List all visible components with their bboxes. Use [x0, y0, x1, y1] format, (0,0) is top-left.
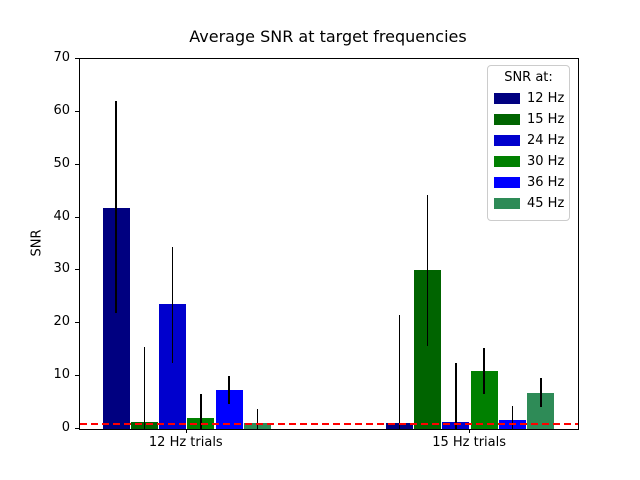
error-bar	[483, 347, 486, 394]
y-tick-mark	[75, 163, 79, 165]
error-bar	[540, 377, 542, 407]
legend-entry: 24 Hz	[494, 130, 565, 151]
y-tick-label: 10	[53, 367, 70, 383]
y-tick-mark	[75, 269, 79, 271]
error-bar	[228, 376, 231, 405]
y-tick-label: 20	[53, 314, 70, 330]
x-tick-mark	[185, 429, 187, 433]
legend-swatch	[494, 135, 520, 146]
legend-swatch	[494, 156, 520, 167]
legend-entry: 45 Hz	[494, 193, 565, 214]
legend-entry: 36 Hz	[494, 172, 565, 193]
error-bar	[171, 246, 174, 363]
legend-label: 36 Hz	[527, 175, 565, 190]
legend-swatch	[494, 198, 520, 209]
threshold-line	[80, 422, 578, 425]
legend-label: 24 Hz	[527, 133, 565, 148]
legend-label: 12 Hz	[527, 91, 565, 106]
legend-entry: 15 Hz	[494, 109, 565, 130]
error-bar	[511, 405, 514, 429]
x-tick-label: 12 Hz trials	[148, 435, 223, 450]
y-axis-label: SNR	[29, 229, 45, 257]
y-tick-label: 40	[53, 208, 70, 224]
legend-swatch	[494, 114, 520, 125]
x-tick-label: 15 Hz trials	[432, 435, 506, 450]
error-bar	[455, 362, 457, 429]
error-bar	[426, 194, 429, 346]
error-bar	[115, 101, 117, 313]
y-tick-mark	[75, 216, 79, 218]
legend-entry: 12 Hz	[494, 88, 565, 109]
y-tick-mark	[75, 428, 79, 429]
y-tick-mark	[75, 375, 79, 377]
y-tick-label: 70	[53, 50, 70, 65]
legend-title: SNR at:	[504, 70, 553, 85]
error-bar	[143, 347, 146, 429]
error-bar	[398, 314, 401, 429]
y-tick-mark	[75, 58, 79, 59]
error-bar	[256, 408, 259, 429]
legend-label: 15 Hz	[527, 112, 565, 127]
y-tick-mark	[75, 322, 79, 324]
legend-swatch	[494, 93, 520, 104]
legend-entry: 30 Hz	[494, 151, 565, 172]
x-tick-mark	[469, 429, 471, 433]
error-bar	[200, 394, 202, 429]
chart-title: Average SNR at target frequencies	[189, 27, 467, 46]
legend-label: 30 Hz	[527, 154, 565, 169]
y-tick-mark	[75, 110, 79, 112]
y-tick-label: 30	[53, 261, 70, 277]
legend-swatch	[494, 177, 520, 188]
y-tick-label: 50	[53, 155, 70, 171]
plot-area	[79, 58, 579, 430]
legend-label: 45 Hz	[527, 196, 565, 211]
legend-entries: 12 Hz 15 Hz 24 Hz 30 Hz 36 Hz 45 Hz	[494, 88, 565, 214]
legend: SNR at: 12 Hz 15 Hz 24 Hz 30 Hz 36 Hz 45 Hz	[487, 65, 570, 221]
y-tick-label: 0	[61, 420, 70, 435]
y-tick-label: 60	[53, 102, 70, 118]
